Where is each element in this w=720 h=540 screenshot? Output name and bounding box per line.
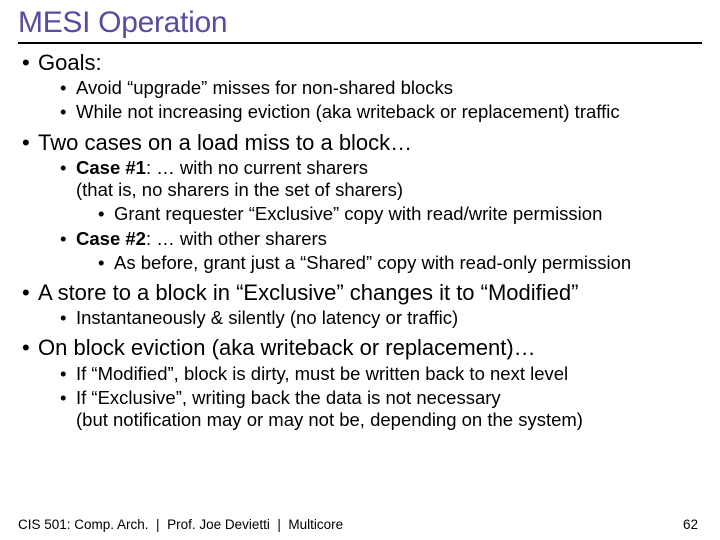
bullet-two-cases: Two cases on a load miss to a block… <box>18 130 702 155</box>
eviction-excl-l1: If “Exclusive”, writing back the data is… <box>76 387 501 408</box>
eviction-excl-l2: (but notification may or may not be, dep… <box>76 409 583 430</box>
bullet-goals: Goals: <box>18 50 702 75</box>
bullet-case1-sub: Grant requester “Exclusive” copy with re… <box>18 203 702 225</box>
footer-text: CIS 501: Comp. Arch. | Prof. Joe Deviett… <box>18 517 343 532</box>
page-number: 62 <box>683 517 698 532</box>
case2-label: Case #2 <box>76 228 146 249</box>
case1-line2: (that is, no sharers in the set of share… <box>76 179 403 200</box>
bullet-store-exclusive: A store to a block in “Exclusive” change… <box>18 280 702 305</box>
slide-title: MESI Operation <box>18 6 702 40</box>
content-list: Goals: Avoid “upgrade” misses for non-sh… <box>18 50 702 431</box>
case1-rest: : … with no current sharers <box>146 157 368 178</box>
bullet-case2: Case #2: … with other sharers <box>18 228 702 250</box>
case2-rest: : … with other sharers <box>146 228 327 249</box>
case1-label: Case #1 <box>76 157 146 178</box>
bullet-goals-a: Avoid “upgrade” misses for non-shared bl… <box>18 77 702 99</box>
bullet-store-sub: Instantaneously & silently (no latency o… <box>18 307 702 329</box>
bullet-eviction-exclusive: If “Exclusive”, writing back the data is… <box>18 387 702 431</box>
bullet-eviction-modified: If “Modified”, block is dirty, must be w… <box>18 363 702 385</box>
bullet-eviction: On block eviction (aka writeback or repl… <box>18 335 702 360</box>
title-rule <box>18 42 702 44</box>
bullet-case1: Case #1: … with no current sharers(that … <box>18 157 702 201</box>
bullet-case2-sub: As before, grant just a “Shared” copy wi… <box>18 252 702 274</box>
bullet-goals-b: While not increasing eviction (aka write… <box>18 101 702 123</box>
slide: MESI Operation Goals: Avoid “upgrade” mi… <box>0 0 720 540</box>
